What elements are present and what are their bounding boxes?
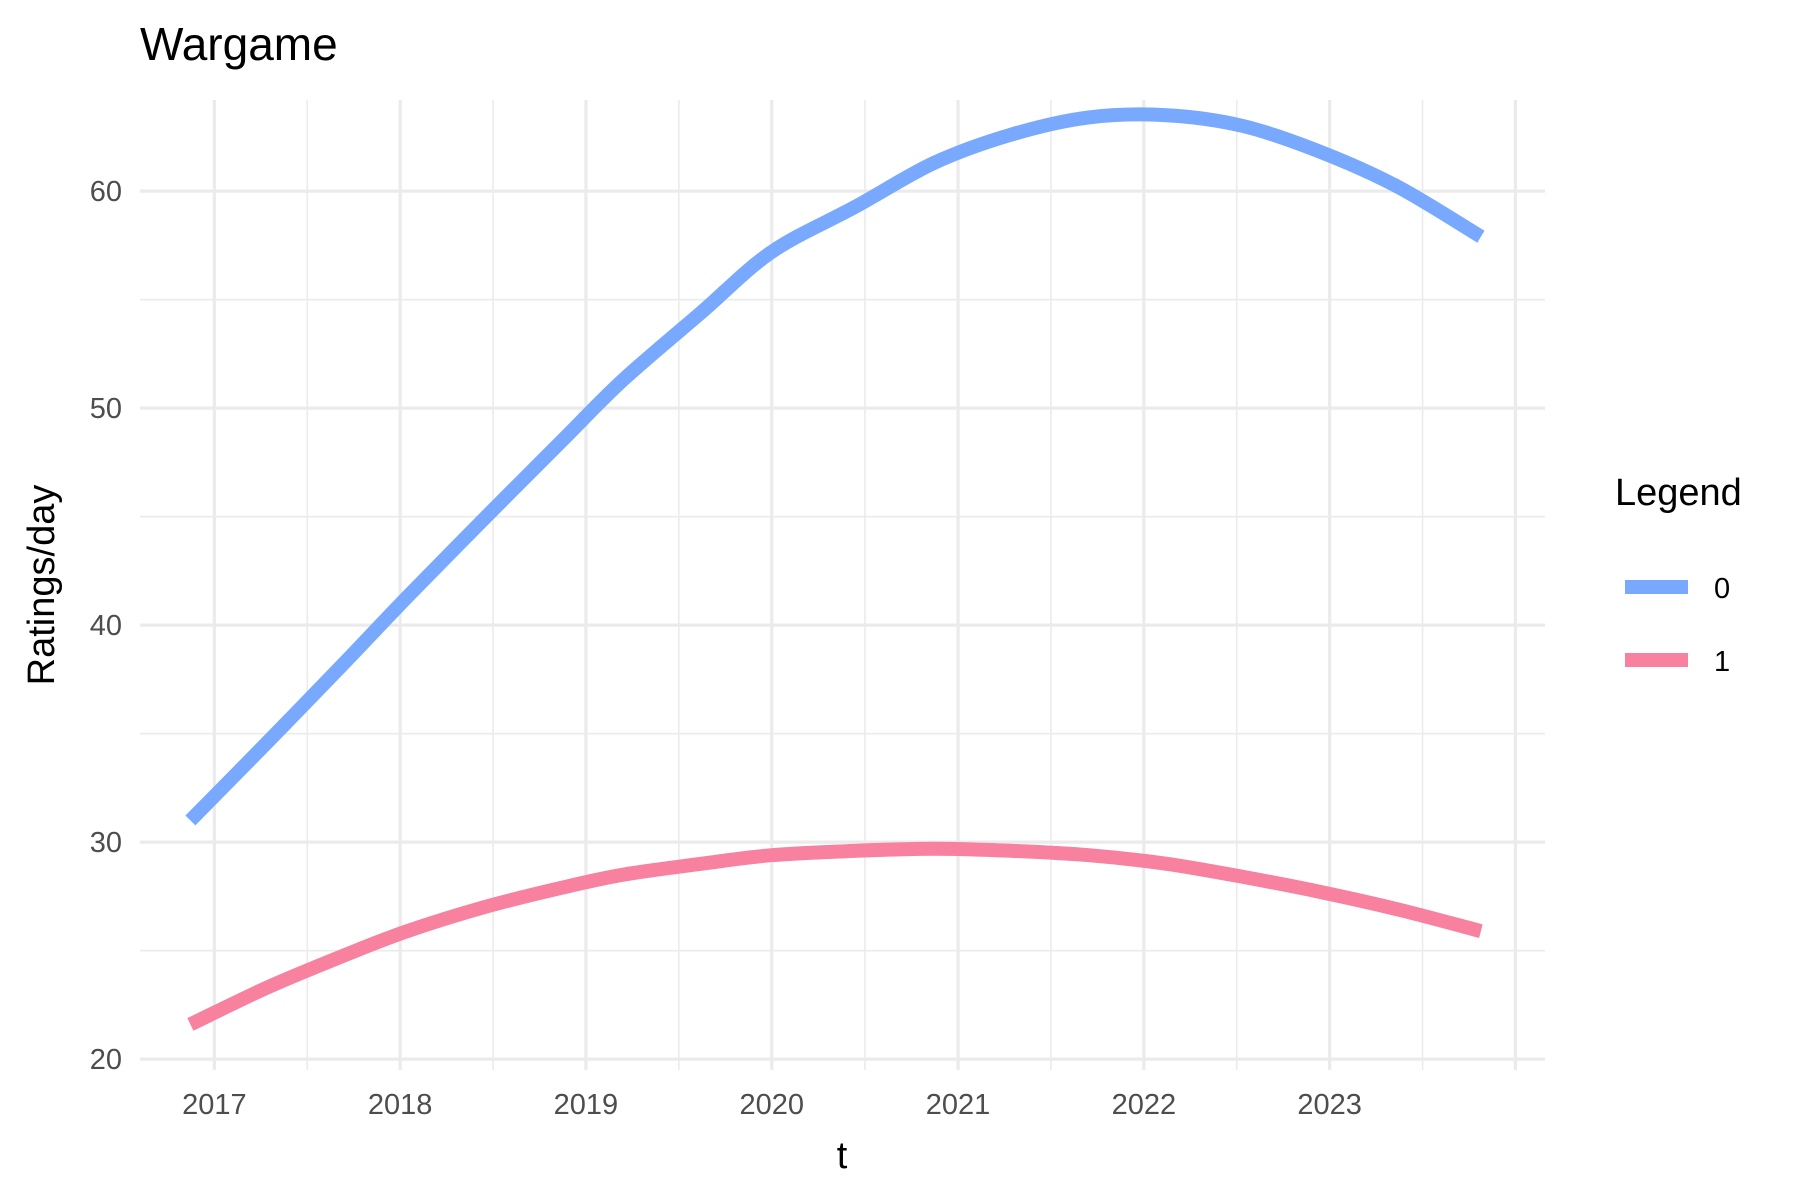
x-tick-label: 2020	[739, 1089, 804, 1121]
legend-title: Legend	[1615, 472, 1742, 514]
chart-title: Wargame	[140, 18, 338, 70]
x-tick-label: 2018	[368, 1089, 433, 1121]
series-lines	[185, 107, 1485, 1031]
y-tick-label: 40	[90, 610, 122, 642]
y-tick-label: 20	[90, 1044, 122, 1076]
x-tick-label: 2023	[1297, 1089, 1362, 1121]
minor-gridlines	[140, 100, 1545, 1070]
x-tick-label: 2017	[182, 1089, 247, 1121]
legend-label-1: 1	[1714, 646, 1730, 678]
x-tick-label: 2019	[554, 1089, 619, 1121]
x-tick-label: 2022	[1112, 1089, 1177, 1121]
x-axis-title: t	[837, 1135, 848, 1177]
legend-label-0: 0	[1714, 573, 1730, 605]
y-tick-label: 50	[90, 393, 122, 425]
x-axis-tick-labels: 2017 2018 2019 2020 2021 2022 2023	[182, 1089, 1362, 1121]
y-axis-title: Ratings/day	[21, 485, 63, 686]
major-gridlines	[140, 100, 1545, 1070]
series-line-0	[185, 107, 1485, 826]
legend: Legend 01	[1615, 472, 1742, 678]
y-axis-tick-labels: 20 30 40 50 60	[90, 176, 122, 1076]
y-tick-label: 60	[90, 176, 122, 208]
legend-items: 01	[1625, 573, 1730, 678]
y-tick-label: 30	[90, 827, 122, 859]
x-tick-label: 2021	[926, 1089, 991, 1121]
series-line-1	[187, 841, 1483, 1031]
